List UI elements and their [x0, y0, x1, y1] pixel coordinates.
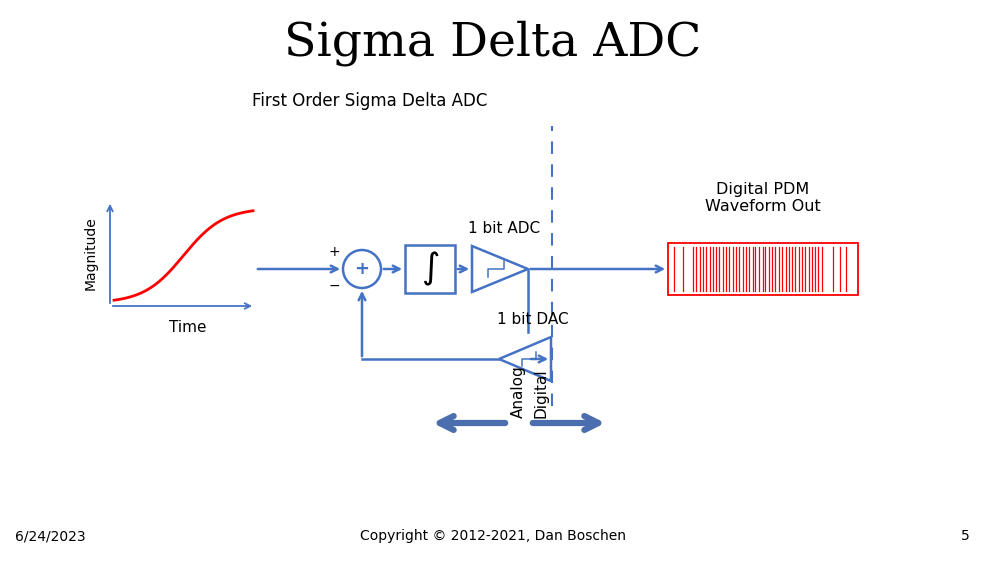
- Text: Time: Time: [169, 320, 206, 335]
- Text: Sigma Delta ADC: Sigma Delta ADC: [284, 20, 702, 66]
- Text: 5: 5: [961, 529, 970, 543]
- Text: Copyright © 2012-2021, Dan Boschen: Copyright © 2012-2021, Dan Boschen: [360, 529, 626, 543]
- Text: +: +: [355, 260, 370, 278]
- Text: $\int$: $\int$: [421, 250, 439, 288]
- Text: 6/24/2023: 6/24/2023: [15, 529, 86, 543]
- Text: Digital: Digital: [533, 369, 548, 418]
- Text: −: −: [328, 279, 340, 293]
- Text: Digital PDM
Waveform Out: Digital PDM Waveform Out: [705, 182, 821, 214]
- FancyBboxPatch shape: [668, 243, 858, 295]
- Text: 1 bit ADC: 1 bit ADC: [468, 221, 540, 236]
- Text: 1 bit DAC: 1 bit DAC: [497, 312, 569, 327]
- Text: +: +: [328, 245, 340, 259]
- Text: Analog: Analog: [511, 365, 526, 418]
- FancyBboxPatch shape: [405, 245, 455, 293]
- Text: First Order Sigma Delta ADC: First Order Sigma Delta ADC: [252, 92, 488, 110]
- Text: Magnitude: Magnitude: [84, 217, 98, 291]
